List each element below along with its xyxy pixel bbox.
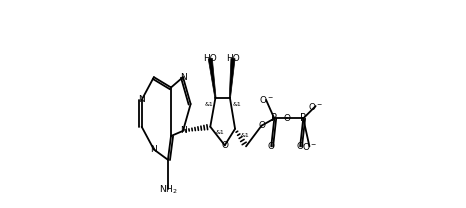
Text: O: O [283,114,290,123]
Text: O$^-$: O$^-$ [302,141,317,152]
Text: HO: HO [226,54,240,63]
Text: N: N [151,145,157,154]
Polygon shape [208,58,216,98]
Text: O$^-$: O$^-$ [259,94,274,105]
Text: N: N [179,126,186,135]
Text: O: O [221,141,228,150]
Text: N: N [179,73,186,82]
Text: O: O [268,142,275,151]
Text: N: N [138,95,145,104]
Text: O: O [297,142,304,151]
Text: P: P [300,113,306,124]
Text: O: O [258,121,265,130]
Text: NH$_2$: NH$_2$ [158,183,177,196]
Text: &1: &1 [204,102,213,107]
Text: &1: &1 [233,102,241,107]
Text: O$^-$: O$^-$ [308,100,323,111]
Text: P: P [271,113,277,124]
Text: HO: HO [203,54,217,63]
Polygon shape [229,58,235,98]
Text: &1: &1 [216,130,225,135]
Text: &1: &1 [241,132,250,137]
